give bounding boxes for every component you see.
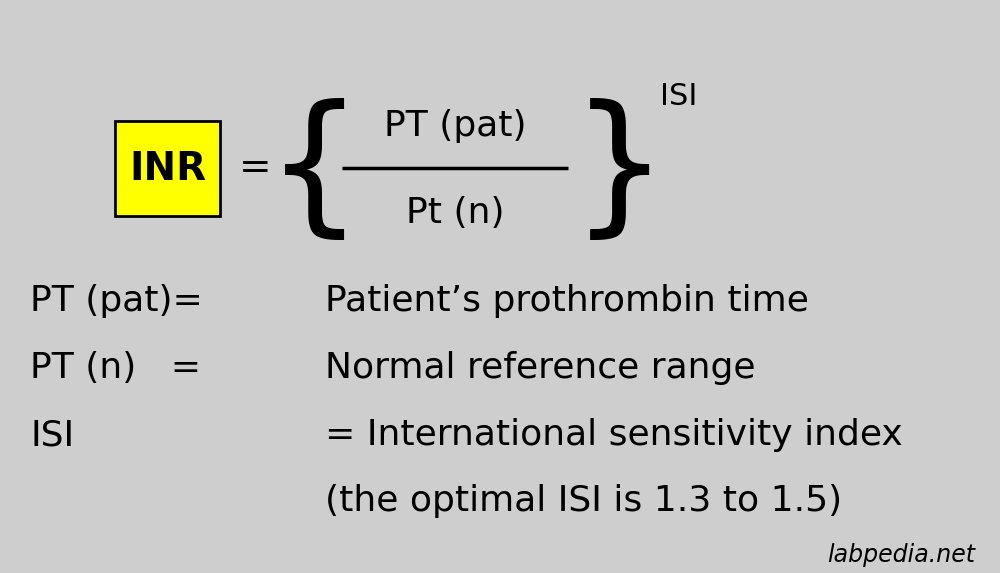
Text: PT (n)   =: PT (n) = (30, 351, 201, 385)
Text: ISI: ISI (660, 81, 697, 111)
Text: $\}$: $\}$ (570, 99, 650, 248)
Text: labpedia.net: labpedia.net (827, 543, 975, 567)
Text: = International sensitivity index: = International sensitivity index (325, 418, 903, 452)
Text: (the optimal ISI is 1.3 to 1.5): (the optimal ISI is 1.3 to 1.5) (325, 484, 842, 518)
Text: INR: INR (129, 150, 206, 187)
Text: PT (pat): PT (pat) (384, 109, 526, 143)
FancyBboxPatch shape (115, 121, 220, 216)
Text: PT (pat)=: PT (pat)= (30, 284, 203, 318)
Text: $\{$: $\{$ (265, 99, 345, 248)
Text: Patient’s prothrombin time: Patient’s prothrombin time (325, 284, 809, 318)
Text: Normal reference range: Normal reference range (325, 351, 756, 385)
Text: ISI: ISI (30, 418, 74, 452)
Text: =: = (239, 149, 271, 187)
Text: Pt (n): Pt (n) (406, 196, 504, 230)
